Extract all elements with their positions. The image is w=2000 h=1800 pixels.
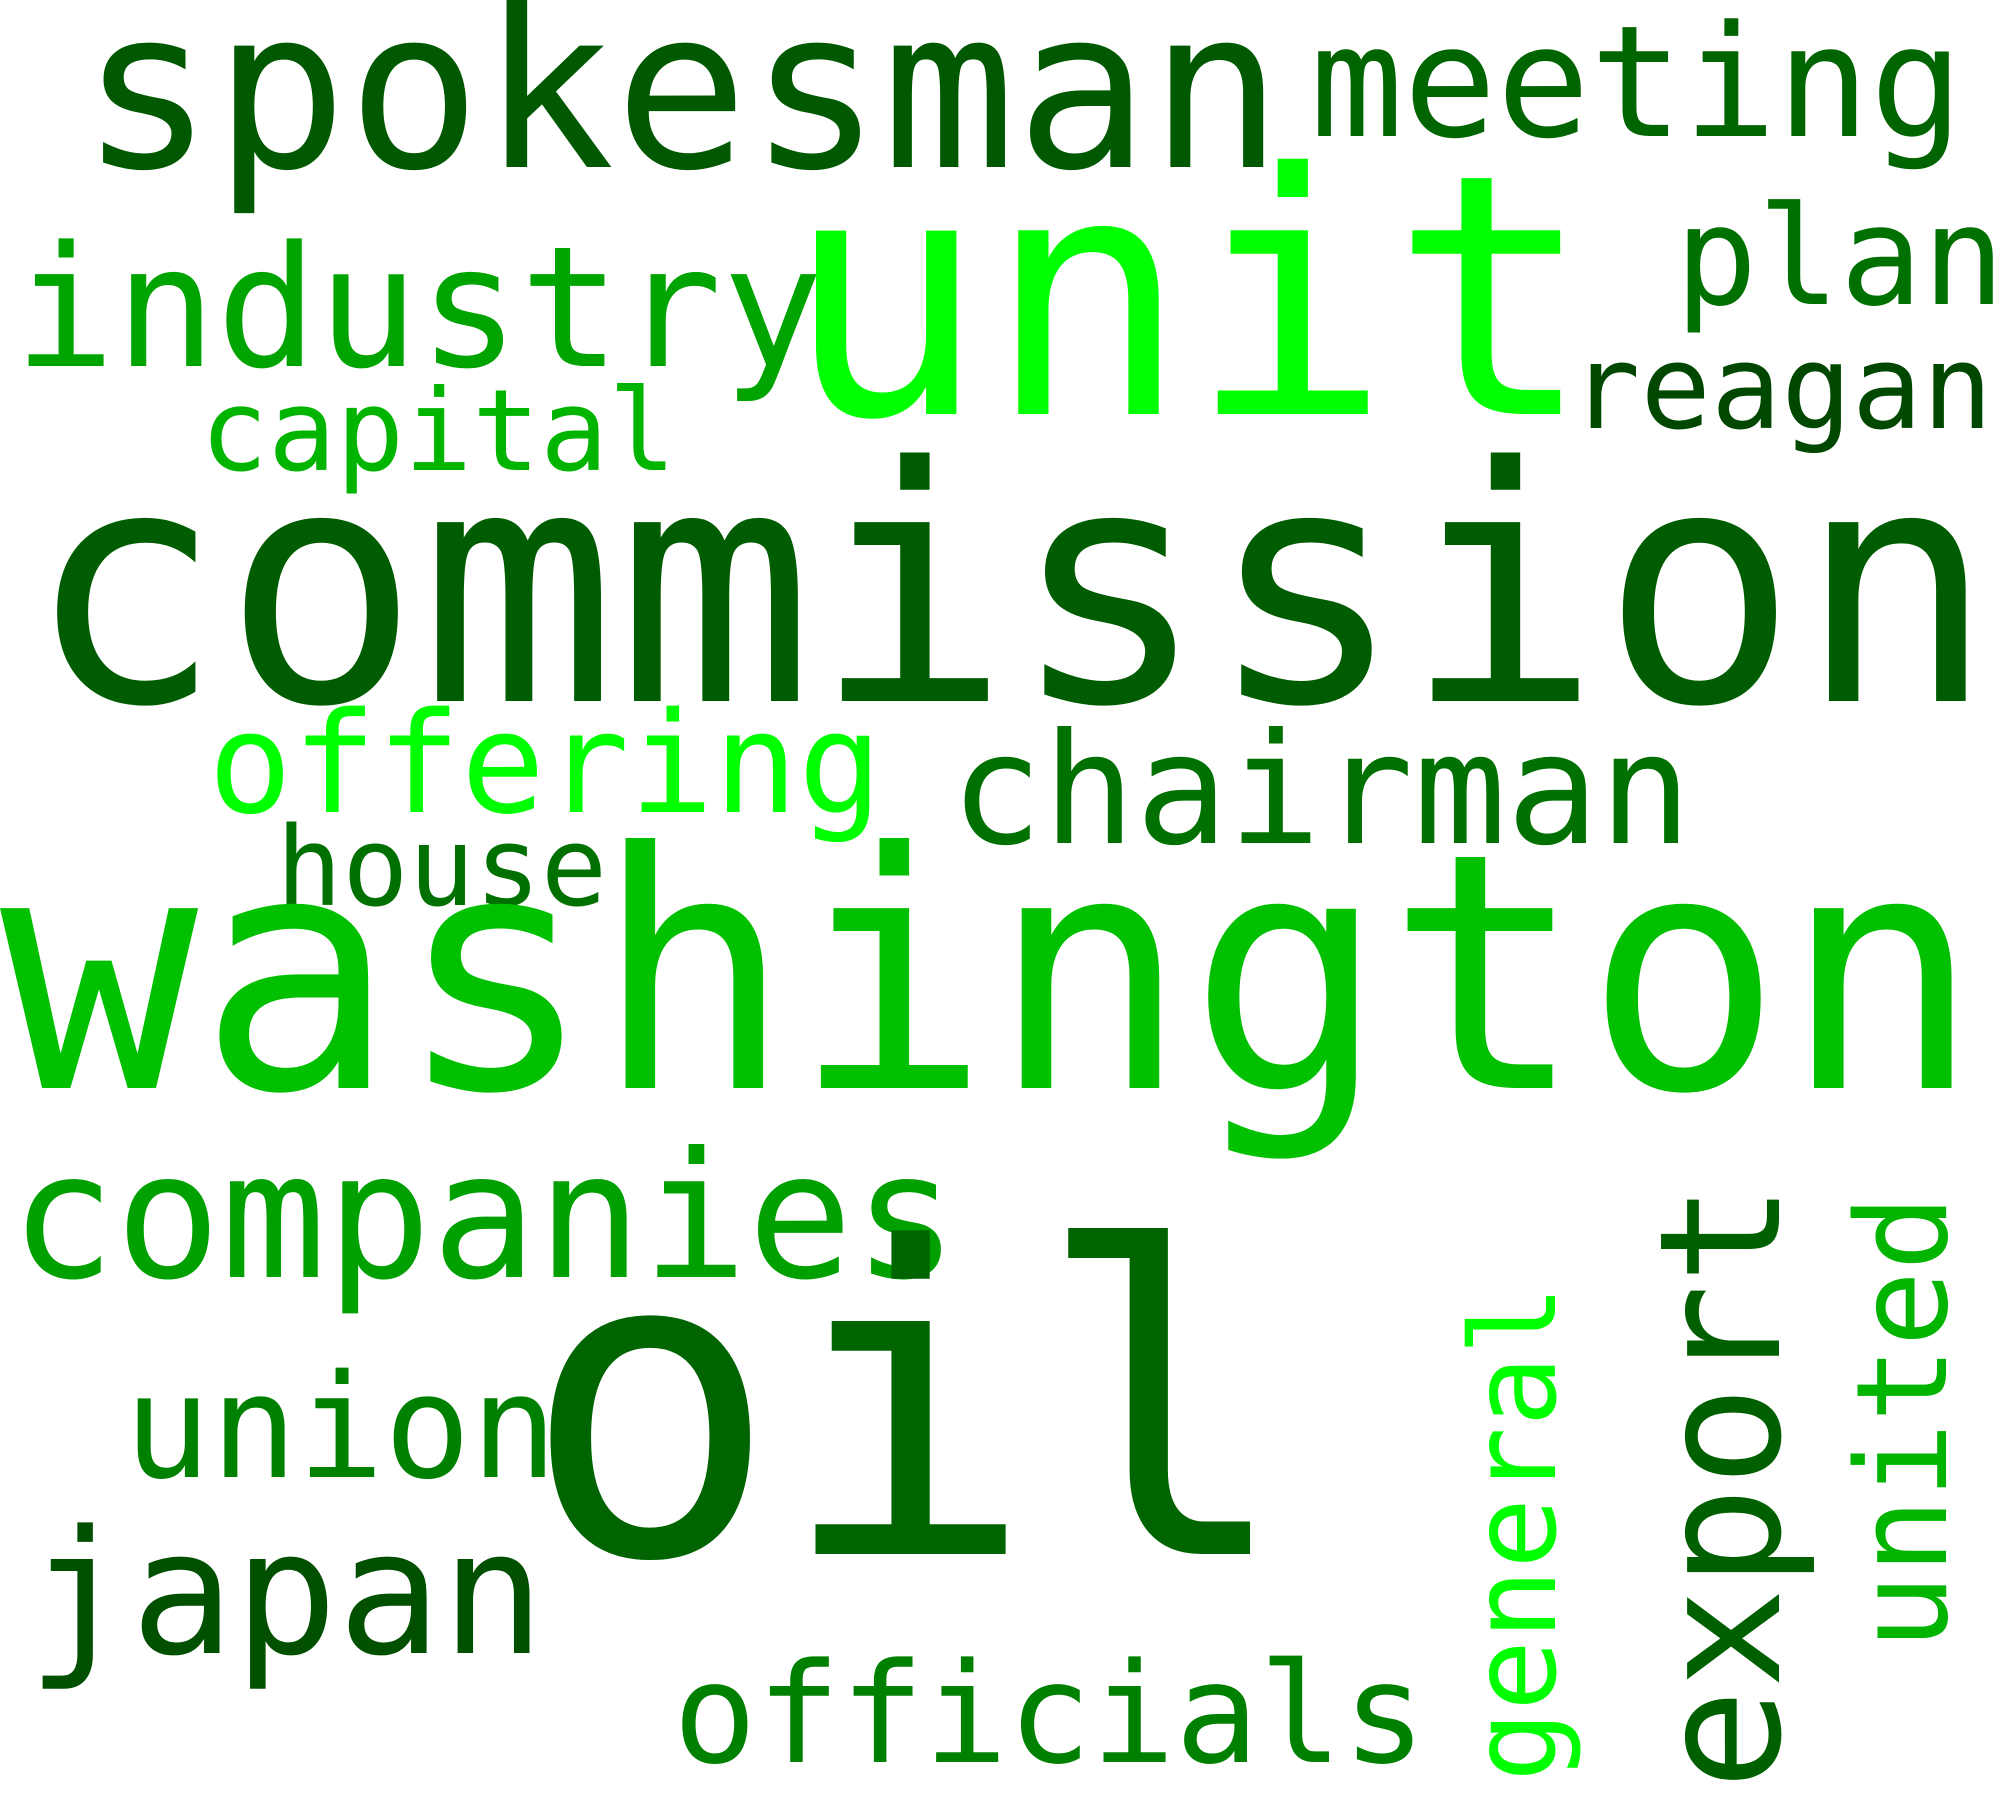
- word-reagan: reagan: [1570, 319, 1993, 456]
- word-japan: japan: [27, 1493, 545, 1694]
- word-meeting: meeting: [1310, 0, 1964, 173]
- word-house: house: [276, 803, 608, 931]
- word-officials: officials: [673, 1633, 1427, 1795]
- word-union: union: [124, 1343, 558, 1511]
- word-industry: industry: [14, 210, 824, 406]
- word-plan: plan: [1675, 178, 2000, 337]
- word-oil: oil: [522, 1160, 1292, 1655]
- word-capital: capital: [200, 365, 677, 497]
- word-united: united: [1829, 1194, 1976, 1650]
- word-chairman: chairman: [950, 701, 1692, 880]
- word-general: general: [1445, 1284, 1583, 1782]
- word-spokesman: spokesman: [80, 0, 1283, 220]
- word-commission: commission: [26, 398, 1995, 779]
- word-unit: unit: [784, 103, 1594, 494]
- word-companies: companies: [10, 1116, 959, 1319]
- word-offering: offering: [208, 683, 883, 846]
- word-export: export: [1623, 1183, 1819, 1790]
- word-washington: washington: [0, 783, 1981, 1166]
